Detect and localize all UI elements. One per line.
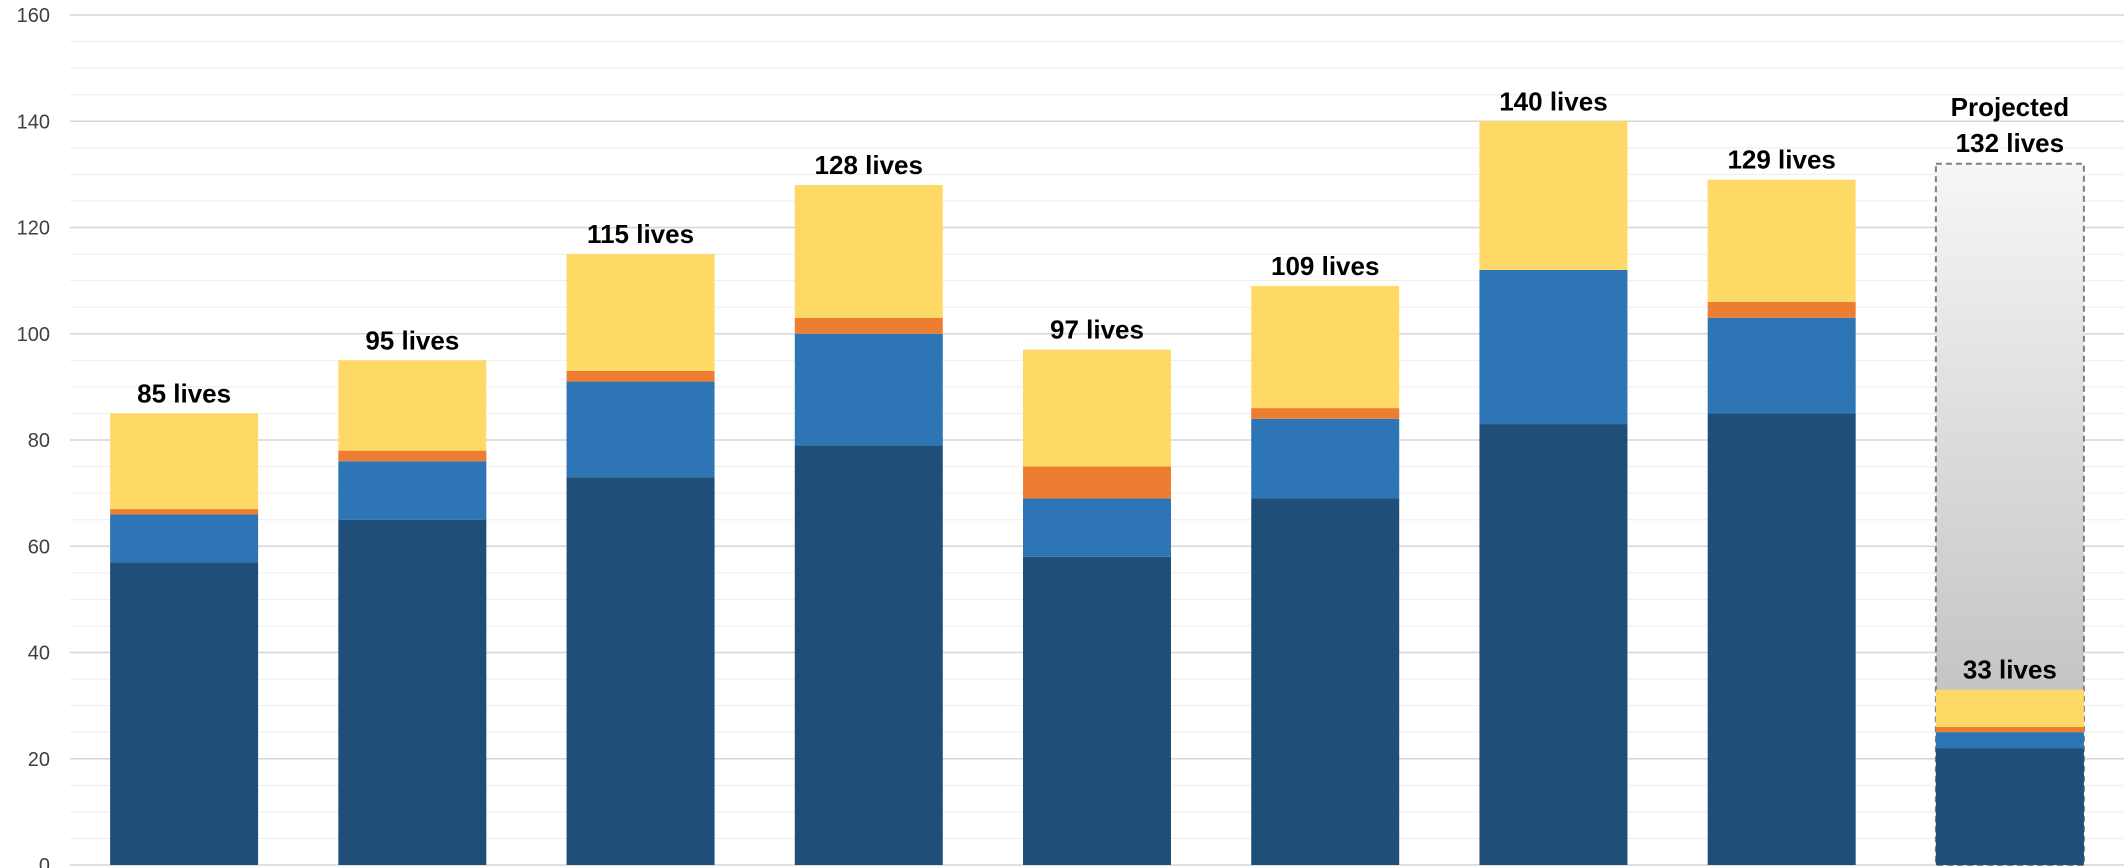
- bar-segment: [110, 562, 259, 865]
- bar-total-label: 129 lives: [1727, 145, 1835, 175]
- bar-segment: [1935, 732, 2084, 749]
- y-tick-label: 0: [39, 855, 50, 868]
- y-axis: 0 20 40 60 80 100 120 140 160: [17, 5, 50, 868]
- bar-total-label: 97 lives: [1050, 315, 1144, 345]
- y-tick-label: 100: [17, 324, 50, 346]
- y-tick-label: 60: [28, 536, 50, 558]
- bar-total-label: 140 lives: [1499, 86, 1607, 116]
- y-tick-label: 160: [17, 5, 50, 27]
- bar-total-label: 85 lives: [137, 378, 231, 408]
- bar-segment: [110, 413, 259, 510]
- bar-segment: [1251, 418, 1400, 499]
- bar-segment: [110, 509, 259, 515]
- bar-segment: [110, 514, 259, 563]
- bar-segment: [566, 477, 715, 865]
- bar-segment: [1935, 748, 2084, 865]
- bar-segment: [566, 254, 715, 371]
- bar-total-label: 95 lives: [365, 325, 459, 355]
- bar-segment: [1479, 424, 1628, 865]
- bar-segment: [1707, 301, 1856, 318]
- bar-segment: [1251, 285, 1400, 409]
- projection-label-line1: Projected: [1951, 92, 2070, 122]
- y-tick-label: 80: [28, 430, 50, 452]
- bar-segment: [1707, 179, 1856, 302]
- y-tick-label: 120: [17, 218, 50, 240]
- bar-segment: [1023, 349, 1171, 467]
- bar-segment: [1935, 689, 2084, 727]
- bar-segment: [1023, 466, 1171, 499]
- bar-segment: [794, 445, 943, 865]
- bar-segment: [1707, 413, 1856, 865]
- y-tick-label: 40: [28, 643, 50, 665]
- bar-segment: [338, 450, 487, 462]
- bar-total-label: 115 lives: [587, 219, 694, 249]
- bar-segment: [338, 519, 487, 865]
- bar-labels: 85 lives 95 lives 115 lives 128 lives 97 liv…: [137, 86, 2069, 684]
- bar-segment: [1023, 498, 1171, 557]
- bar-segment: [566, 381, 715, 478]
- bar-segment: [1707, 317, 1856, 414]
- bar-total-label: 109 lives: [1271, 251, 1379, 281]
- y-tick-label: 140: [17, 111, 50, 133]
- bar-total-label: 128 lives: [815, 150, 923, 180]
- bar-total-label: 33 lives: [1963, 655, 2057, 685]
- bar-segment: [338, 360, 487, 451]
- bar-segment: [794, 317, 943, 334]
- bar-segment: [1935, 726, 2084, 733]
- projection-label-line2: 132 lives: [1956, 128, 2064, 158]
- y-tick-label: 20: [28, 749, 50, 771]
- bar-segment: [1251, 408, 1400, 419]
- bar-segment: [1251, 498, 1400, 865]
- bar-segment: [1479, 270, 1628, 425]
- bar-segment: [338, 461, 487, 520]
- bar-segment: [566, 370, 715, 382]
- bar-segment: [794, 185, 943, 318]
- bar-segment: [794, 333, 943, 446]
- bar-segment: [1479, 121, 1628, 270]
- bar-segment: [1023, 556, 1171, 865]
- bars: [110, 121, 2085, 866]
